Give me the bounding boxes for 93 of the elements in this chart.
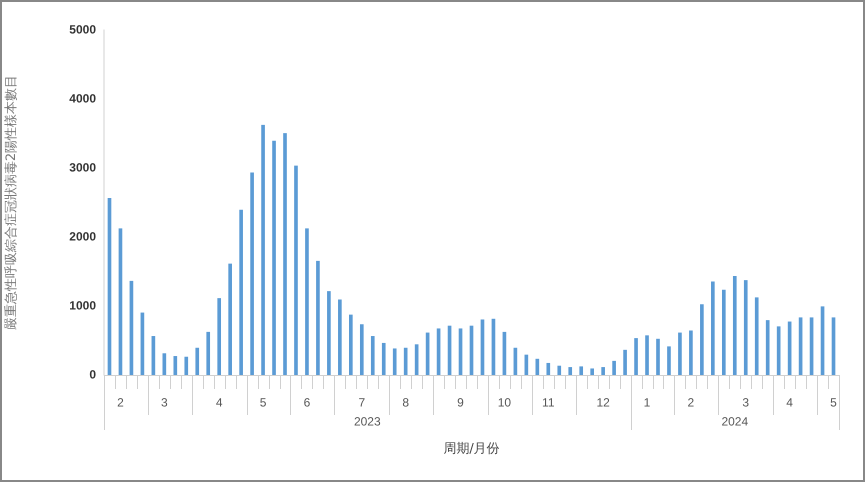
bar xyxy=(382,342,386,375)
bar xyxy=(798,317,802,375)
bar xyxy=(250,172,254,375)
bar xyxy=(645,335,649,375)
bar xyxy=(108,198,112,375)
bar xyxy=(458,328,462,375)
bar xyxy=(162,353,166,375)
x-tick-label: 11 xyxy=(542,395,555,410)
bar xyxy=(820,306,824,375)
bar xyxy=(305,228,309,375)
y-tick-label: 1000 xyxy=(69,298,96,312)
bar xyxy=(130,280,134,375)
bar xyxy=(788,322,792,375)
bar xyxy=(195,348,200,375)
y-tick-label: 3000 xyxy=(69,160,96,174)
bar xyxy=(634,338,638,375)
bar xyxy=(239,210,243,375)
bar xyxy=(700,304,704,375)
bar xyxy=(667,346,671,375)
bar xyxy=(832,317,836,375)
x-tick-label: 6 xyxy=(304,395,311,410)
x-tick-label: 4 xyxy=(216,395,223,410)
bar xyxy=(546,362,550,375)
bar xyxy=(448,326,452,375)
bar xyxy=(228,264,232,375)
bar xyxy=(766,320,770,375)
y-tick-label: 5000 xyxy=(69,22,96,36)
bar xyxy=(217,298,222,375)
x-tick-label: 5 xyxy=(260,395,267,410)
bar xyxy=(601,367,605,375)
bar xyxy=(524,354,528,375)
bar xyxy=(492,318,496,375)
x-tick-label: 3 xyxy=(742,395,750,410)
bar xyxy=(754,297,759,375)
x-tick-label: 2 xyxy=(688,395,695,410)
x-tick-label: 1 xyxy=(644,395,651,410)
bar xyxy=(579,366,584,375)
bar xyxy=(426,332,430,375)
bar xyxy=(173,356,178,375)
bar xyxy=(294,166,298,375)
bar xyxy=(480,319,484,375)
bar xyxy=(414,344,418,375)
bar xyxy=(261,124,265,375)
x-tick-label: 7 xyxy=(358,395,366,410)
bar xyxy=(568,367,572,375)
bar xyxy=(140,312,144,375)
bar xyxy=(744,280,748,375)
bar xyxy=(370,336,375,375)
bar xyxy=(152,336,156,375)
x-tick-label: 3 xyxy=(160,395,168,410)
bar xyxy=(678,332,682,375)
bar xyxy=(338,299,342,375)
x-tick-label: 8 xyxy=(402,395,410,410)
x-tick-label: 5 xyxy=(830,395,838,410)
bar xyxy=(732,276,737,375)
bar xyxy=(612,360,616,375)
bar xyxy=(623,350,627,375)
bar xyxy=(349,314,353,375)
bar xyxy=(272,140,276,375)
x-tick-label: 10 xyxy=(498,395,512,410)
bar xyxy=(514,348,518,375)
bar xyxy=(590,368,594,375)
text: 2024 xyxy=(721,414,748,428)
y-axis-title: 嚴重急性呼吸綜合症冠狀病毒2陽性樣本數目 xyxy=(4,74,20,330)
bar xyxy=(206,332,210,375)
bar xyxy=(392,348,397,375)
bar xyxy=(283,133,287,375)
bar xyxy=(502,332,506,375)
bar xyxy=(360,324,364,375)
bar xyxy=(656,338,660,375)
y-tick-label: 2000 xyxy=(69,229,96,244)
bar xyxy=(810,317,814,375)
bar xyxy=(722,290,726,375)
bar xyxy=(118,228,122,375)
x-tick-label: 4 xyxy=(786,395,794,410)
bar xyxy=(404,348,408,375)
x-axis-title: 周期/月份 xyxy=(443,441,500,456)
bar xyxy=(689,330,693,375)
x-tick-label: 2 xyxy=(117,395,124,410)
bar xyxy=(470,326,474,375)
x-tick-label: 9 xyxy=(457,395,464,410)
bar xyxy=(557,366,562,375)
bar xyxy=(436,328,440,375)
y-tick-label: 4000 xyxy=(69,91,96,106)
bar xyxy=(711,282,715,375)
bar xyxy=(776,326,780,375)
text: 2023 xyxy=(354,414,381,428)
y-tick-label: 0 xyxy=(89,367,96,382)
x-tick-label: 12 xyxy=(596,395,610,410)
bar xyxy=(535,358,540,375)
bar xyxy=(327,291,331,375)
bar xyxy=(316,260,320,375)
bar xyxy=(184,356,188,375)
